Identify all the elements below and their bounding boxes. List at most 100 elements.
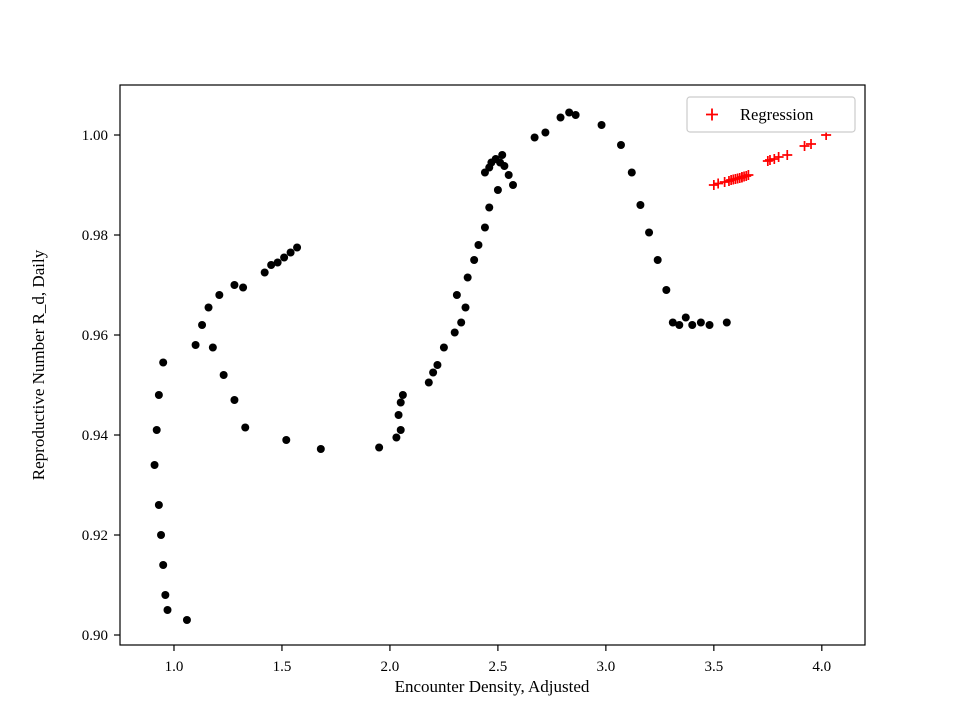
data-point-trajectory (282, 436, 291, 444)
data-point-Regression (762, 156, 773, 166)
data-point-trajectory (219, 371, 228, 379)
data-point-trajectory (273, 258, 282, 267)
data-point-trajectory (705, 321, 714, 329)
data-point-trajectory (198, 321, 207, 329)
data-point-trajectory (688, 321, 697, 329)
data-point-trajectory (182, 616, 191, 624)
data-point-trajectory (161, 591, 170, 599)
data-point-Regression (769, 154, 780, 164)
y-tick-label: 0.98 (82, 228, 108, 244)
data-point-Regression (741, 171, 752, 181)
data-point-trajectory (230, 396, 239, 404)
data-point-trajectory (230, 281, 239, 289)
data-point-trajectory (474, 241, 483, 249)
data-point-Regression (799, 141, 810, 151)
x-tick-label: 4.0 (812, 659, 831, 675)
data-point-trajectory (565, 108, 574, 117)
y-tick-label: 0.90 (82, 628, 108, 644)
data-point-Regression (713, 178, 724, 189)
x-tick-label: 3.0 (596, 659, 615, 675)
data-point-Regression (764, 155, 775, 165)
data-point-trajectory (675, 321, 684, 329)
regression-plus-icon (706, 108, 718, 121)
data-point-trajectory (293, 243, 302, 252)
data-point-trajectory (159, 358, 168, 367)
x-tick-label: 1.0 (165, 659, 184, 675)
data-point-trajectory (316, 445, 325, 453)
data-point-trajectory (424, 378, 433, 387)
data-point-trajectory (530, 133, 539, 142)
data-point-trajectory (157, 531, 166, 539)
data-point-trajectory (498, 151, 507, 159)
data-point-trajectory (396, 426, 405, 434)
data-point-trajectory (394, 411, 403, 419)
data-point-trajectory (500, 162, 509, 170)
data-point-trajectory (480, 223, 489, 232)
data-point-trajectory (150, 461, 159, 469)
data-point-trajectory (396, 398, 405, 407)
data-point-trajectory (152, 426, 161, 434)
data-point-trajectory (597, 121, 606, 129)
data-point-trajectory (439, 343, 448, 352)
data-point-Regression (708, 180, 719, 190)
legend: Regression (686, 96, 856, 133)
data-point-trajectory (433, 361, 442, 369)
data-point-trajectory (662, 286, 671, 294)
x-tick-label: 1.5 (273, 659, 292, 675)
y-tick-label: 0.94 (82, 428, 109, 444)
data-point-trajectory (241, 423, 250, 432)
data-point-trajectory (722, 318, 731, 327)
data-point-trajectory (457, 318, 466, 327)
data-point-trajectory (208, 343, 217, 352)
legend-label: Regression (740, 105, 813, 124)
y-tick-label: 1.00 (82, 128, 108, 144)
data-point-trajectory (204, 303, 213, 312)
data-point-trajectory (509, 181, 518, 189)
data-point-trajectory (485, 203, 494, 212)
y-tick-label: 0.92 (82, 528, 108, 544)
data-point-trajectory (616, 141, 625, 149)
data-point-trajectory (461, 303, 470, 312)
x-tick-label: 2.5 (489, 659, 508, 675)
data-point-trajectory (696, 318, 705, 327)
data-point-trajectory (159, 561, 168, 569)
x-tick-label: 2.0 (381, 659, 400, 675)
data-point-trajectory (280, 253, 289, 262)
legend-box (686, 96, 856, 133)
data-point-trajectory (429, 368, 438, 377)
data-point-trajectory (286, 248, 295, 257)
data-point-trajectory (450, 328, 459, 337)
data-point-trajectory (375, 443, 384, 452)
data-point-trajectory (636, 201, 645, 209)
x-tick-label: 3.5 (704, 659, 723, 675)
data-point-Regression (743, 170, 754, 180)
data-point-trajectory (463, 273, 472, 282)
data-point-trajectory (653, 256, 662, 264)
data-point-trajectory (556, 113, 565, 122)
y-tick-label: 0.96 (82, 328, 109, 344)
data-point-trajectory (668, 318, 677, 327)
data-point-Regression (806, 139, 817, 149)
x-axis-label: Encounter Density, Adjusted (395, 677, 590, 696)
data-point-trajectory (154, 501, 163, 509)
data-point-trajectory (452, 291, 461, 299)
data-point-trajectory (571, 111, 580, 119)
data-point-trajectory (398, 391, 407, 399)
data-point-trajectory (163, 606, 172, 614)
data-point-trajectory (260, 268, 269, 277)
data-point-Regression (782, 150, 793, 160)
data-point-trajectory (239, 283, 248, 292)
axes-layer: 1.0 1.5 2.0 2.5 3.0 3.5 4.0 0.90 0.92 0.94 0.96 0.9… (82, 128, 831, 675)
data-point-trajectory (470, 256, 479, 264)
data-point-trajectory (627, 168, 636, 177)
data-point-Regression (773, 152, 784, 162)
data-point-trajectory (504, 171, 513, 179)
data-point-trajectory (645, 228, 654, 237)
data-point-Regression (723, 176, 734, 186)
y-axis-label: Reproductive Number R_d, Daily (29, 249, 48, 480)
data-point-trajectory (191, 341, 200, 349)
data-point-trajectory (493, 186, 502, 194)
data-point-trajectory (392, 433, 401, 442)
points-layer (150, 108, 832, 624)
